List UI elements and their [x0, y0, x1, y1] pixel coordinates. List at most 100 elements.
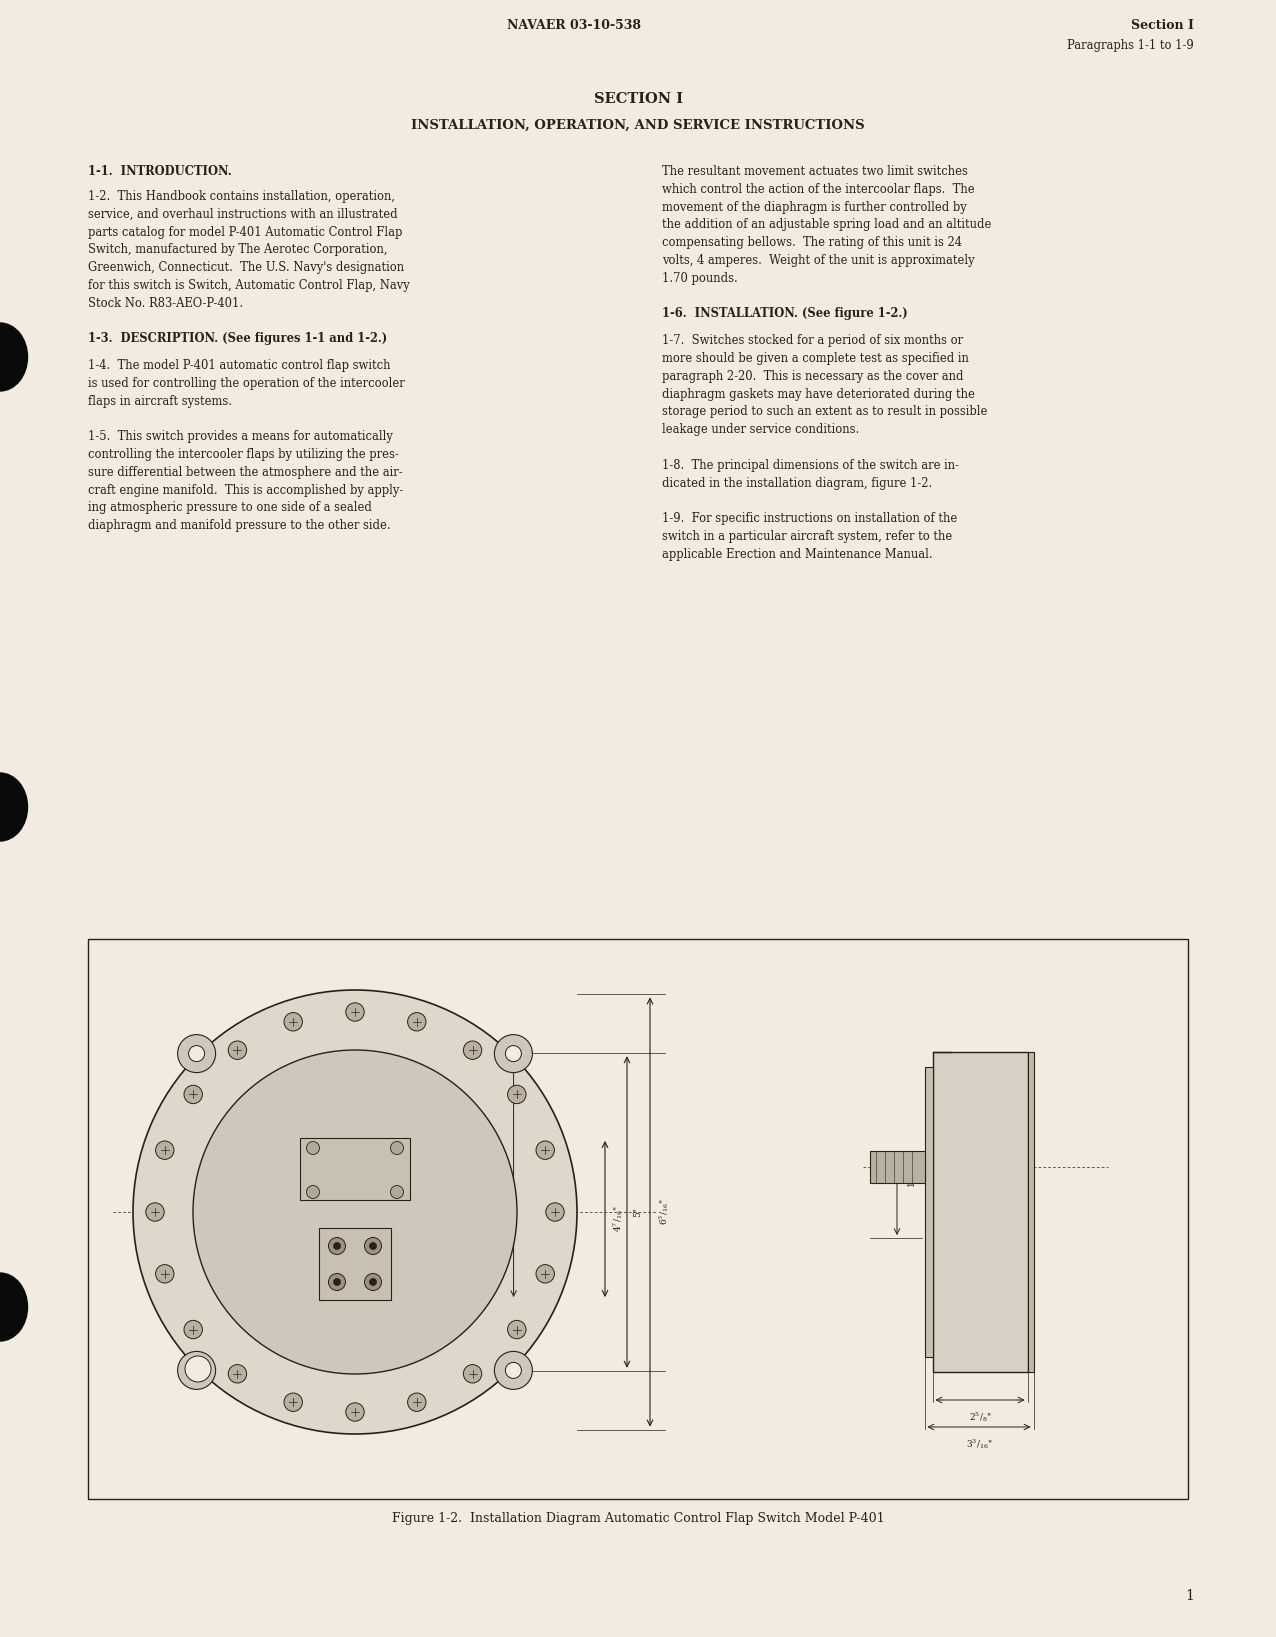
Text: The resultant movement actuates two limit switches: The resultant movement actuates two limi… — [662, 165, 968, 178]
Circle shape — [505, 1362, 522, 1378]
Text: 1-7.  Switches stocked for a period of six months or: 1-7. Switches stocked for a period of si… — [662, 334, 963, 347]
Circle shape — [536, 1265, 554, 1283]
Text: storage period to such an extent as to result in possible: storage period to such an extent as to r… — [662, 406, 988, 419]
Ellipse shape — [0, 1274, 28, 1341]
Circle shape — [365, 1238, 382, 1254]
Text: service, and overhaul instructions with an illustrated: service, and overhaul instructions with … — [88, 208, 398, 221]
Circle shape — [156, 1265, 174, 1283]
Text: compensating bellows.  The rating of this unit is 24: compensating bellows. The rating of this… — [662, 236, 962, 249]
Circle shape — [333, 1242, 341, 1249]
Text: INSTALLATION, OPERATION, AND SERVICE INSTRUCTIONS: INSTALLATION, OPERATION, AND SERVICE INS… — [411, 120, 865, 133]
Circle shape — [346, 1403, 364, 1421]
Circle shape — [184, 1321, 203, 1339]
Circle shape — [193, 1049, 517, 1373]
Text: 1-3.  DESCRIPTION. (See figures 1-1 and 1-2.): 1-3. DESCRIPTION. (See figures 1-1 and 1… — [88, 332, 387, 345]
Text: 1-6.  INSTALLATION. (See figure 1-2.): 1-6. INSTALLATION. (See figure 1-2.) — [662, 308, 907, 321]
Text: parts catalog for model P-401 Automatic Control Flap: parts catalog for model P-401 Automatic … — [88, 226, 402, 239]
Text: 1-2.  This Handbook contains installation, operation,: 1-2. This Handbook contains installation… — [88, 190, 396, 203]
Text: applicable Erection and Maintenance Manual.: applicable Erection and Maintenance Manu… — [662, 548, 933, 561]
Circle shape — [306, 1185, 319, 1198]
Bar — [925, 1067, 933, 1357]
Text: more should be given a complete test as specified in: more should be given a complete test as … — [662, 352, 968, 365]
Text: dicated in the installation diagram, figure 1-2.: dicated in the installation diagram, fig… — [662, 476, 933, 489]
Circle shape — [133, 990, 577, 1434]
Bar — [869, 1151, 925, 1184]
Text: 3$\mathregular{^{3}/_{16}}$": 3$\mathregular{^{3}/_{16}}$" — [966, 1437, 993, 1450]
Text: 5": 5" — [633, 1206, 642, 1216]
Text: flaps in aircraft systems.: flaps in aircraft systems. — [88, 395, 232, 408]
Circle shape — [185, 1355, 211, 1382]
Circle shape — [228, 1365, 246, 1383]
Text: which control the action of the intercoolar flaps.  The: which control the action of the intercoo… — [662, 183, 975, 196]
Text: ing atmospheric pressure to one side of a sealed: ing atmospheric pressure to one side of … — [88, 501, 371, 514]
Text: volts, 4 amperes.  Weight of the unit is approximately: volts, 4 amperes. Weight of the unit is … — [662, 254, 975, 267]
Circle shape — [407, 1393, 426, 1411]
Circle shape — [407, 1013, 426, 1031]
Circle shape — [346, 1003, 364, 1021]
Circle shape — [285, 1393, 302, 1411]
Text: 1-1.  INTRODUCTION.: 1-1. INTRODUCTION. — [88, 165, 232, 178]
Circle shape — [365, 1274, 382, 1290]
Circle shape — [156, 1141, 174, 1159]
Text: for this switch is Switch, Automatic Control Flap, Navy: for this switch is Switch, Automatic Con… — [88, 278, 410, 291]
Ellipse shape — [0, 773, 28, 841]
Circle shape — [333, 1278, 341, 1285]
Circle shape — [328, 1238, 346, 1254]
Text: 1-8.  The principal dimensions of the switch are in-: 1-8. The principal dimensions of the swi… — [662, 458, 960, 471]
Bar — [88, 940, 1188, 1499]
Text: craft engine manifold.  This is accomplished by apply-: craft engine manifold. This is accomplis… — [88, 483, 403, 496]
Text: 1$\mathregular{^{3}/_{8}}$": 1$\mathregular{^{3}/_{8}}$" — [905, 1166, 919, 1188]
Bar — [300, 1138, 410, 1200]
Circle shape — [189, 1362, 204, 1378]
Circle shape — [508, 1321, 526, 1339]
Text: 2$\mathregular{^{5}/_{8}}$": 2$\mathregular{^{5}/_{8}}$" — [968, 1409, 991, 1424]
Text: controlling the intercooler flaps by utilizing the pres-: controlling the intercooler flaps by uti… — [88, 449, 398, 462]
Text: SECTION I: SECTION I — [593, 92, 683, 106]
Text: switch in a particular aircraft system, refer to the: switch in a particular aircraft system, … — [662, 530, 952, 543]
Text: Figure 1-2.  Installation Diagram Automatic Control Flap Switch Model P-401: Figure 1-2. Installation Diagram Automat… — [392, 1513, 884, 1526]
Circle shape — [494, 1352, 532, 1390]
Bar — [933, 1053, 1027, 1372]
Circle shape — [370, 1242, 376, 1249]
Text: 1-4.  The model P-401 automatic control flap switch: 1-4. The model P-401 automatic control f… — [88, 359, 390, 372]
Circle shape — [494, 1035, 532, 1072]
Circle shape — [189, 1046, 204, 1062]
Circle shape — [546, 1203, 564, 1221]
Text: Stock No. R83-AEO-P-401.: Stock No. R83-AEO-P-401. — [88, 296, 244, 309]
Text: 4$\mathregular{^{7}/_{16}}$": 4$\mathregular{^{7}/_{16}}$" — [611, 1205, 625, 1233]
Circle shape — [306, 1141, 319, 1154]
Text: leakage under service conditions.: leakage under service conditions. — [662, 422, 859, 435]
Text: is used for controlling the operation of the intercooler: is used for controlling the operation of… — [88, 377, 404, 390]
Circle shape — [536, 1141, 554, 1159]
Circle shape — [505, 1046, 522, 1062]
Circle shape — [177, 1352, 216, 1390]
Text: Section I: Section I — [1131, 20, 1194, 33]
Text: Switch, manufactured by The Aerotec Corporation,: Switch, manufactured by The Aerotec Corp… — [88, 244, 388, 257]
Ellipse shape — [0, 322, 28, 391]
Text: diaphragm and manifold pressure to the other side.: diaphragm and manifold pressure to the o… — [88, 519, 390, 532]
Bar — [319, 1228, 390, 1300]
Text: 1.70 pounds.: 1.70 pounds. — [662, 272, 738, 285]
Text: Paragraphs 1-1 to 1-9: Paragraphs 1-1 to 1-9 — [1067, 39, 1194, 52]
Circle shape — [508, 1085, 526, 1103]
Circle shape — [390, 1185, 403, 1198]
Circle shape — [390, 1141, 403, 1154]
Circle shape — [228, 1041, 246, 1059]
Circle shape — [145, 1203, 165, 1221]
Text: 1: 1 — [1185, 1590, 1194, 1603]
Text: 1-5.  This switch provides a means for automatically: 1-5. This switch provides a means for au… — [88, 431, 393, 444]
Circle shape — [285, 1013, 302, 1031]
Circle shape — [184, 1085, 203, 1103]
Circle shape — [463, 1041, 482, 1059]
Text: paragraph 2-20.  This is necessary as the cover and: paragraph 2-20. This is necessary as the… — [662, 370, 963, 383]
Text: the addition of an adjustable spring load and an altitude: the addition of an adjustable spring loa… — [662, 218, 991, 231]
Text: NAVAER 03-10-538: NAVAER 03-10-538 — [507, 20, 642, 33]
Text: 1-9.  For specific instructions on installation of the: 1-9. For specific instructions on instal… — [662, 512, 957, 525]
Text: 6$\mathregular{^{3}/_{16}}$": 6$\mathregular{^{3}/_{16}}$" — [657, 1198, 671, 1226]
Bar — [1027, 1053, 1034, 1372]
Circle shape — [328, 1274, 346, 1290]
Circle shape — [370, 1278, 376, 1285]
Circle shape — [463, 1365, 482, 1383]
Text: Greenwich, Connecticut.  The U.S. Navy's designation: Greenwich, Connecticut. The U.S. Navy's … — [88, 262, 404, 273]
Text: sure differential between the atmosphere and the air-: sure differential between the atmosphere… — [88, 467, 403, 478]
